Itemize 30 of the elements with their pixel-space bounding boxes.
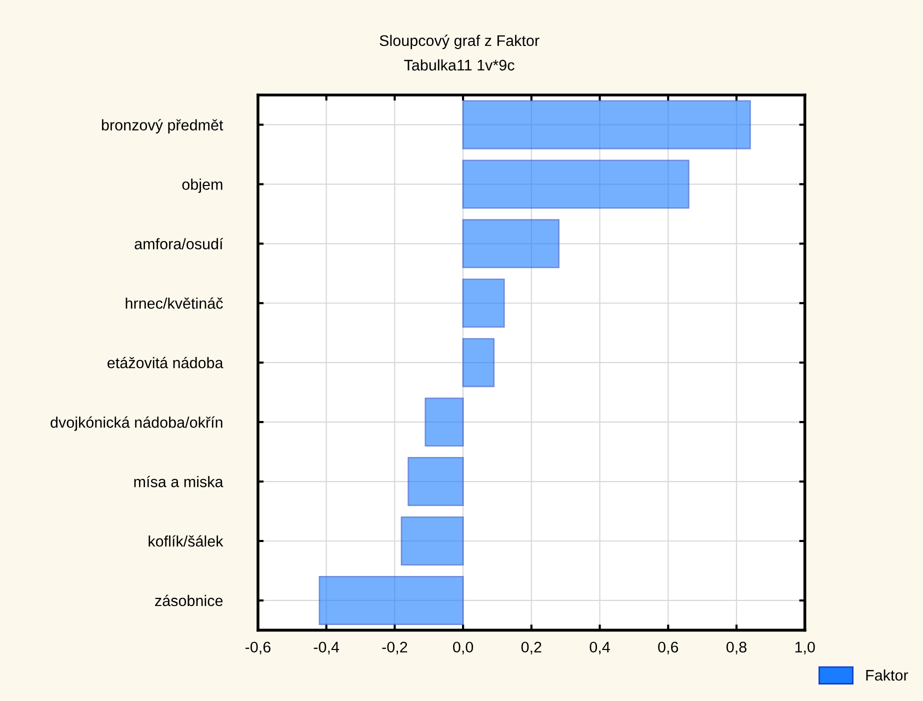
x-tick-label: 0,8 <box>726 642 746 654</box>
bar <box>400 516 464 566</box>
x-tick-label: -0,6 <box>245 642 270 654</box>
y-tick-label: zásobnice <box>155 594 223 606</box>
y-tick-label: koflík/šálek <box>148 535 224 547</box>
bar <box>424 398 464 447</box>
bar <box>462 278 505 328</box>
y-tick-label: dvojkónická nádoba/okřín <box>50 416 222 431</box>
y-tick-label: bronzový předmět <box>102 119 224 134</box>
x-tick-label: 1,0 <box>795 642 815 654</box>
x-tick-label: 0,6 <box>658 642 678 654</box>
y-tick-label: mísa a miska <box>134 476 224 488</box>
y-tick-label: objem <box>182 178 222 193</box>
bar <box>462 338 495 388</box>
y-tick-label: hrnec/květináč <box>126 297 223 309</box>
bar <box>318 576 464 625</box>
bar <box>462 160 690 209</box>
bar <box>462 219 560 268</box>
bar <box>462 100 751 150</box>
x-tick-label: -0,2 <box>382 642 408 654</box>
x-tick-label: 0,4 <box>590 642 610 654</box>
chart-title: Sloupcový graf z Faktor <box>380 34 540 50</box>
chart-subtitle: Tabulka11 1v*9c <box>404 59 514 71</box>
bar <box>408 457 464 506</box>
x-tick-label: 0,2 <box>521 642 542 654</box>
legend-label: Faktor <box>866 669 908 681</box>
x-tick-label: 0,0 <box>453 642 474 654</box>
y-tick-label: amfora/osudí <box>134 238 224 250</box>
y-tick-label: etážovitá nádoba <box>108 356 224 368</box>
x-tick-label: -0,4 <box>314 642 340 654</box>
